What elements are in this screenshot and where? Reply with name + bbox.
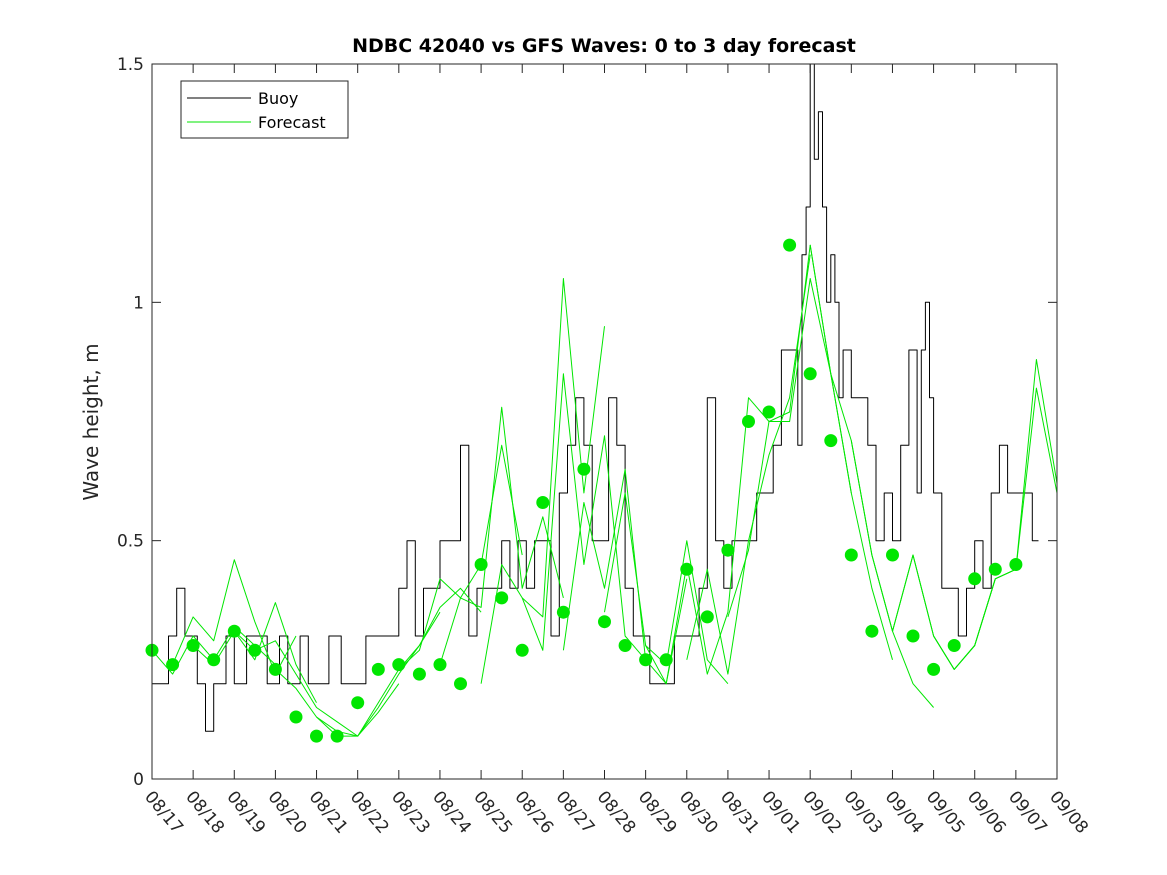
forecast-marker-point bbox=[927, 662, 941, 676]
forecast-marker-point bbox=[412, 667, 426, 681]
chart-title: NDBC 42040 vs GFS Waves: 0 to 3 day fore… bbox=[352, 35, 856, 57]
forecast-series-line-11 bbox=[521, 373, 646, 661]
forecast-marker-point bbox=[598, 615, 611, 629]
legend-forecast-label: Forecast bbox=[258, 113, 326, 132]
forecast-series-line-9 bbox=[439, 406, 564, 665]
forecast-marker-point bbox=[474, 558, 488, 571]
y-tick-label: 1.5 bbox=[117, 55, 144, 75]
forecast-marker-point bbox=[947, 639, 961, 652]
forecast-marker-point bbox=[906, 629, 920, 643]
forecast-marker-point bbox=[268, 662, 282, 676]
forecast-marker-point bbox=[865, 624, 879, 638]
forecast-marker-point bbox=[886, 548, 899, 562]
forecast-marker-point bbox=[454, 677, 467, 691]
forecast-marker-point bbox=[803, 367, 817, 381]
forecast-marker-point bbox=[639, 653, 653, 667]
forecast-series-line-10 bbox=[480, 278, 605, 684]
forecast-marker-point bbox=[495, 591, 509, 605]
legend: Buoy Forecast bbox=[180, 80, 349, 139]
forecast-marker-point bbox=[310, 729, 323, 743]
forecast-marker-point bbox=[207, 653, 221, 667]
forecast-marker-point bbox=[721, 543, 735, 557]
forecast-marker-point bbox=[783, 238, 797, 252]
buoy-series-line bbox=[152, 63, 1039, 732]
forecast-marker-point bbox=[330, 729, 344, 743]
forecast-marker-point bbox=[659, 653, 673, 667]
forecast-marker-point bbox=[618, 639, 632, 652]
forecast-marker-point bbox=[742, 415, 755, 428]
forecast-marker-point bbox=[166, 658, 180, 672]
forecast-marker-point bbox=[988, 562, 1002, 576]
forecast-marker-point bbox=[289, 710, 303, 724]
forecast-marker-point bbox=[700, 610, 714, 624]
forecast-marker-point bbox=[227, 624, 241, 638]
forecast-marker-point bbox=[515, 643, 529, 657]
forecast-marker-point bbox=[392, 658, 406, 672]
forecast-marker-point bbox=[1009, 558, 1023, 571]
forecast-marker-point bbox=[433, 658, 447, 672]
legend-box bbox=[180, 80, 349, 139]
forecast-marker-point bbox=[968, 572, 982, 586]
forecast-series-line-14 bbox=[645, 397, 770, 685]
forecast-marker-point bbox=[351, 696, 365, 710]
forecast-marker-point bbox=[577, 462, 591, 476]
forecast-marker-point bbox=[186, 639, 200, 652]
forecast-marker-point bbox=[536, 496, 550, 509]
legend-buoy-label: Buoy bbox=[258, 89, 298, 108]
forecast-marker-point bbox=[824, 434, 838, 448]
y-tick-label: 0.5 bbox=[117, 532, 144, 552]
y-axis-label: Wave height, m bbox=[79, 343, 103, 500]
forecast-marker-point bbox=[680, 562, 694, 576]
forecast-marker-point bbox=[248, 643, 262, 657]
axes-background bbox=[152, 64, 1057, 779]
y-tick-label: 1 bbox=[133, 293, 144, 313]
forecast-marker-point bbox=[844, 548, 858, 562]
forecast-series-line-7 bbox=[357, 587, 482, 737]
forecast-series-line-15 bbox=[686, 254, 811, 675]
forecast-marker-point bbox=[762, 405, 776, 419]
y-tick-label: 0 bbox=[133, 770, 144, 790]
series-layer bbox=[151, 63, 1058, 737]
marker-layer bbox=[145, 238, 1023, 743]
forecast-marker-point bbox=[371, 662, 385, 676]
forecast-marker-point bbox=[556, 605, 570, 619]
